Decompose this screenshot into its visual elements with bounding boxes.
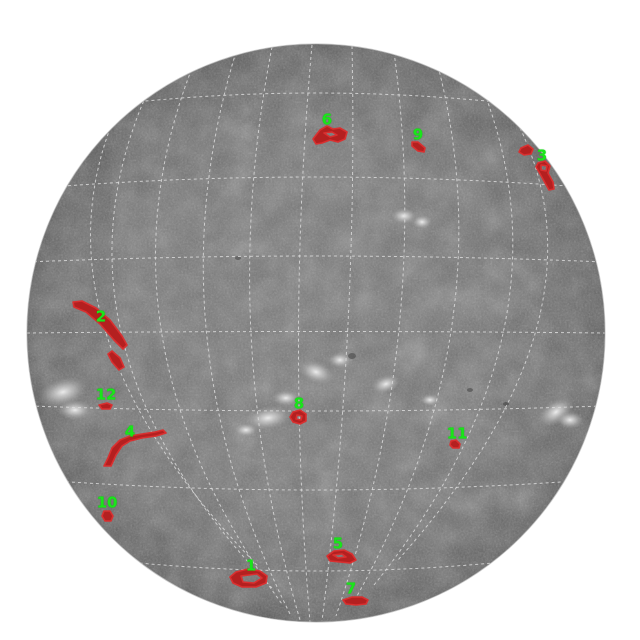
filament-shape-9 bbox=[411, 141, 426, 153]
filament-shape-3 bbox=[518, 144, 555, 191]
plage-regions bbox=[37, 208, 584, 437]
solar-limb bbox=[26, 43, 606, 623]
filament-shape-2 bbox=[72, 300, 128, 371]
dark-pores bbox=[235, 256, 509, 406]
longitude-grid bbox=[90, 44, 549, 622]
filament-outlines bbox=[72, 125, 555, 606]
filament-shape-11 bbox=[449, 439, 461, 449]
filament-shape-8 bbox=[289, 409, 307, 425]
filament-shape-10 bbox=[101, 510, 114, 522]
filament-shape-6 bbox=[312, 125, 348, 145]
filament-shape-4 bbox=[103, 429, 167, 467]
disk-group bbox=[27, 44, 605, 622]
filament-shape-7 bbox=[342, 596, 369, 606]
filament-shape-5 bbox=[326, 549, 357, 564]
filament-shape-12 bbox=[98, 402, 113, 410]
filament-shape-1 bbox=[229, 568, 268, 588]
